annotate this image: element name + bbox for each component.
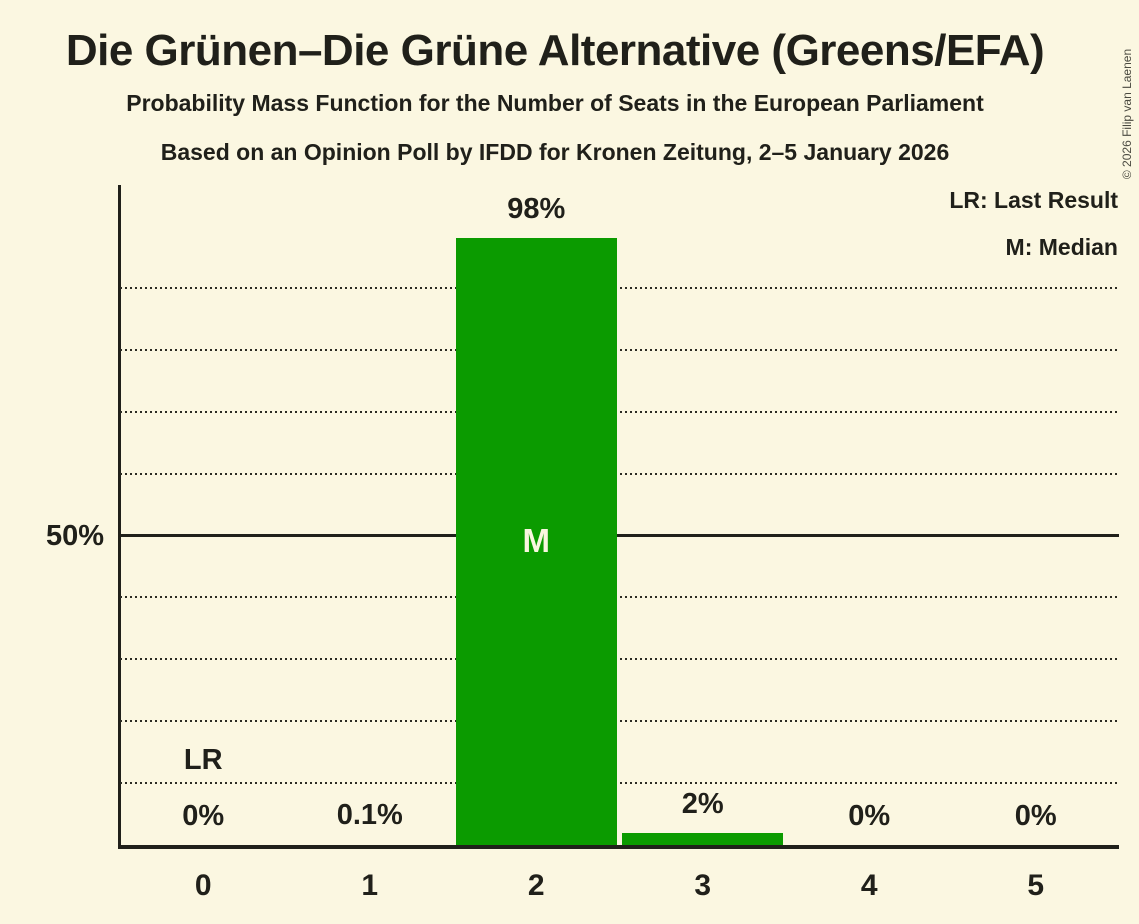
y-axis-tick-label: 50% [45,520,104,552]
median-marker: M [522,522,551,559]
gridline-dotted-10pct [120,782,1119,785]
bar-value-label-0: 0% [182,800,225,832]
bar-value-label-3: 2% [681,787,724,820]
bar-value-label-5: 0% [1014,800,1057,832]
bar-value-label-4: 0% [848,800,891,832]
gridline-solid-50pct [120,533,1119,537]
x-tick-label-2: 2 [527,869,545,902]
x-tick-label-3: 3 [694,869,712,902]
bar-value-label-1: 0.1% [336,799,403,832]
legend-median: M: Median [1005,234,1118,260]
chart-title: Die Grünen–Die Grüne Alternative (Greens… [65,26,1045,75]
gridline-dotted-30pct [120,658,1119,661]
y-axis-line [118,185,121,847]
gridline-dotted-70pct [120,410,1119,413]
x-tick-label-4: 4 [860,869,878,902]
gridline-dotted-90pct [120,286,1119,289]
legend-last-result: LR: Last Result [949,187,1118,213]
x-tick-label-1: 1 [361,869,379,902]
chart-source-line: Based on an Opinion Poll by IFDD for Kro… [160,139,950,165]
x-axis-line [118,845,1119,849]
gridline-dotted-60pct [120,472,1119,475]
bar-seat-3 [622,832,784,845]
bar-seat-2 [455,238,617,845]
plot-area: 0% 0.1% 98% 2% 0% 0% LR M [120,185,1119,845]
gridline-dotted-80pct [120,348,1119,351]
gridline-dotted-40pct [120,596,1119,599]
bar-value-label-2: 98% [507,193,566,226]
last-result-marker: LR [183,744,223,776]
x-tick-label-5: 5 [1027,869,1045,902]
copyright-notice: © 2026 Filip van Laenen [1120,48,1134,180]
gridline-dotted-20pct [120,720,1119,723]
x-tick-label-0: 0 [194,869,212,902]
chart-subtitle: Probability Mass Function for the Number… [126,90,984,116]
